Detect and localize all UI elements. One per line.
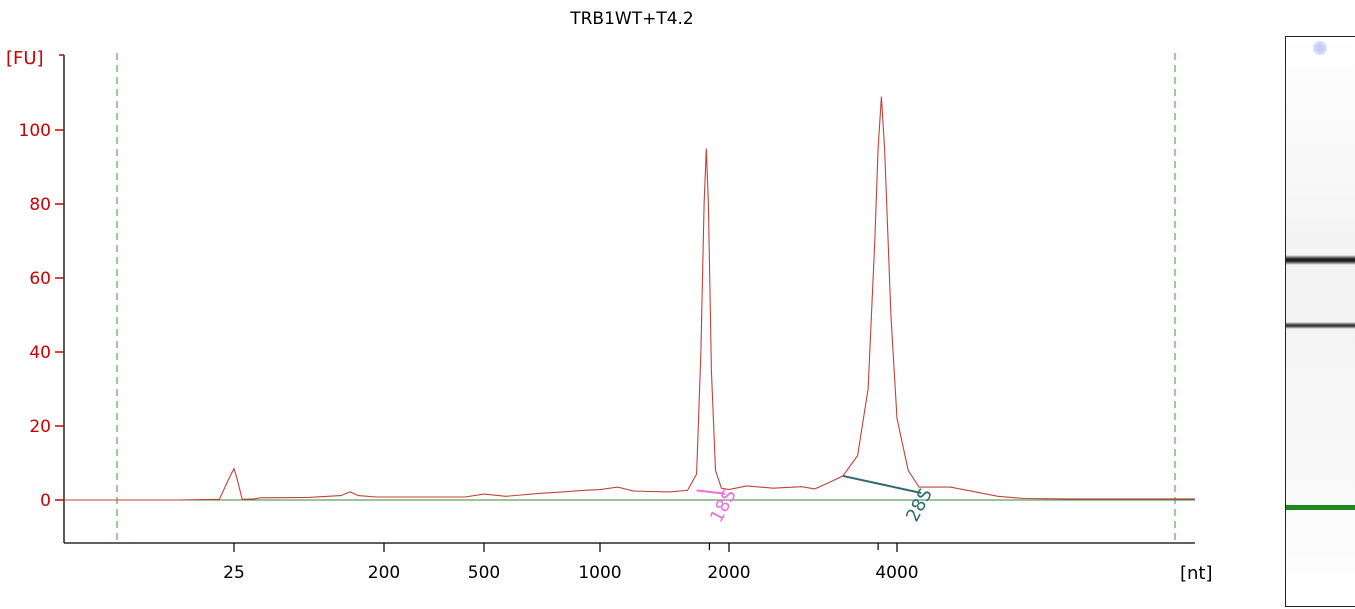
x-tick-label: 500 xyxy=(468,563,500,583)
x-ticks: 25 200 500 1000 2000 4000 xyxy=(223,543,919,583)
x-axis-label: [nt] xyxy=(1180,563,1213,584)
y-tick-label: 100 xyxy=(19,121,51,141)
x-tick-label: 2000 xyxy=(707,563,750,583)
fluorescence-trace xyxy=(64,96,1196,501)
y-tick-label: 0 xyxy=(40,491,51,511)
x-tick-label: 1000 xyxy=(578,563,621,583)
axes xyxy=(59,54,1195,544)
marker-line-28s xyxy=(842,474,922,494)
gel-band-28s xyxy=(1286,255,1355,265)
y-tick-label: 60 xyxy=(29,269,51,289)
gel-band-18s xyxy=(1286,322,1355,329)
y-tick-label: 80 xyxy=(29,195,51,215)
gate-lines xyxy=(116,53,1176,543)
gel-band-marker xyxy=(1286,505,1355,510)
y-ticks: 0 20 40 60 80 100 xyxy=(19,121,64,511)
marker-label-28s: 28S xyxy=(902,485,937,525)
gel-marker-dot xyxy=(1313,41,1327,55)
y-tick-label: 40 xyxy=(29,343,51,363)
gel-lane xyxy=(1285,36,1355,607)
x-tick-label: 4000 xyxy=(875,563,918,583)
x-tick-label: 25 xyxy=(223,563,245,583)
y-axis-label: [FU] xyxy=(6,48,44,69)
chart-title: TRB1WT+T4.2 xyxy=(569,9,694,29)
electropherogram-chart: TRB1WT+T4.2 [FU] [nt] 0 20 40 60 80 100 25 200… xyxy=(6,9,1213,584)
y-tick-label: 20 xyxy=(29,417,51,437)
peak-markers: 18S 28S xyxy=(696,474,937,526)
series-layer xyxy=(64,96,1196,501)
marker-line-18s xyxy=(696,489,726,495)
x-tick-label: 200 xyxy=(368,563,400,583)
